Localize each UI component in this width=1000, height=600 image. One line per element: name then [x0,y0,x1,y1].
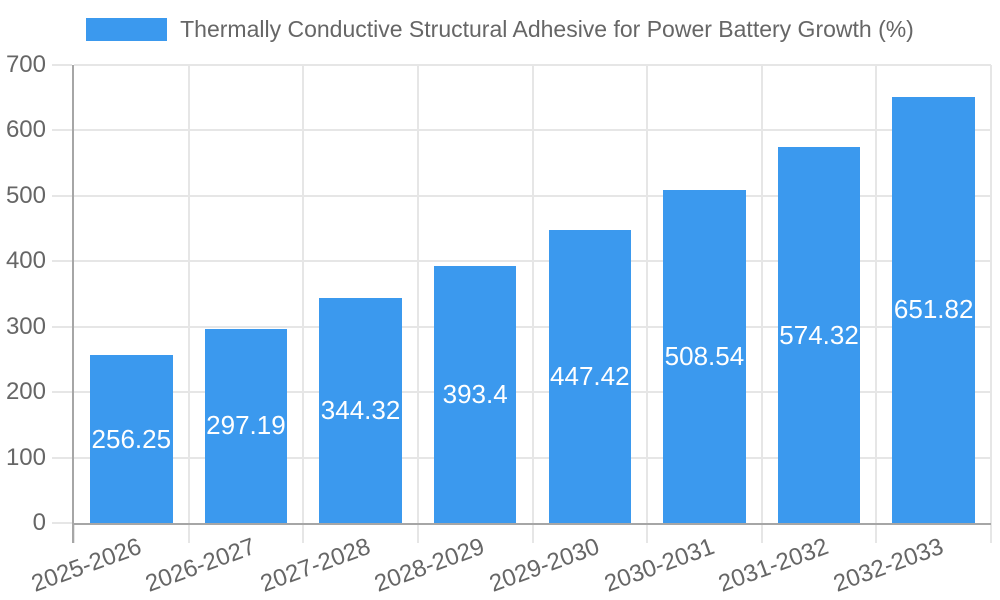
y-axis-tick-label: 300 [5,312,46,340]
x-axis-category-label: 2029-2030 [485,533,604,598]
x-axis-category-label: 2032-2033 [829,533,947,598]
bar-value-label: 447.42 [550,361,630,392]
bar-value-label: 256.25 [91,423,172,454]
y-axis-tick [52,129,72,132]
bar-value-label: 297.19 [206,410,286,441]
plot-area: 0 100 200 300 400 500 600 700 256.25 297.19 344.32… [6,51,992,598]
y-axis-tick-label: 600 [5,116,46,144]
bar[interactable]: 297.19 [204,328,288,523]
gridline-vertical [875,65,878,523]
y-axis-tick-label: 100 [5,443,46,471]
bar[interactable]: 447.42 [548,230,632,523]
bar-value-label: 651.82 [893,294,974,325]
gridline-vertical [760,65,763,523]
legend-swatch-icon [86,18,168,41]
x-axis-line [74,523,991,525]
y-axis-tick [52,325,72,328]
x-axis-category-label: 2026-2027 [142,533,260,598]
y-axis-tick-label: 0 [32,509,46,536]
y-axis-tick [52,522,72,524]
bar[interactable]: 256.25 [90,355,173,523]
x-axis-tick [646,523,649,543]
y-axis-tick-label: 700 [5,51,46,78]
x-axis-tick [760,523,763,543]
y-axis-tick-label: 400 [5,247,46,275]
x-axis-category-label: 2025-2026 [27,533,145,598]
bar[interactable]: 393.4 [433,265,517,523]
gridline-vertical [302,65,305,523]
gridline-vertical [531,65,534,523]
y-axis-tick-label: 200 [5,378,46,406]
x-axis-category-label: 2030-2031 [600,533,718,598]
bar-value-label: 508.54 [664,341,745,372]
bar-value-label: 344.32 [320,394,401,425]
x-axis-tick [875,523,878,543]
x-axis-tick [990,523,992,543]
x-axis-category-label: 2031-2032 [715,533,833,598]
x-axis-tick [416,523,419,543]
x-axis-tick [73,523,75,543]
gridline-vertical [187,65,190,523]
gridline-vertical [990,65,992,523]
y-axis-tick [52,260,72,263]
bar-value-label: 574.32 [779,319,859,350]
y-axis-line [72,65,74,543]
x-axis-tick [531,523,534,543]
x-axis-tick [302,523,305,543]
chart-legend[interactable]: Thermally Conductive Structural Adhesive… [0,16,1000,43]
bar[interactable]: 508.54 [663,190,746,523]
bar[interactable]: 651.82 [892,96,975,523]
y-axis-tick [52,391,72,394]
bar[interactable]: 574.32 [777,147,861,523]
y-axis-tick [52,456,72,459]
bar[interactable]: 344.32 [319,297,402,523]
y-axis-tick-label: 500 [5,181,46,209]
y-axis-tick [52,194,72,197]
y-axis-tick [52,64,72,66]
x-axis-category-label: 2027-2028 [256,533,374,598]
gridline-vertical [646,65,649,523]
x-axis-category-label: 2028-2029 [371,533,489,598]
bar-value-label: 393.4 [442,378,508,409]
chart-title: Thermally Conductive Structural Adhesive… [180,16,914,42]
gridline-vertical [416,65,419,523]
x-axis-tick [187,523,190,543]
